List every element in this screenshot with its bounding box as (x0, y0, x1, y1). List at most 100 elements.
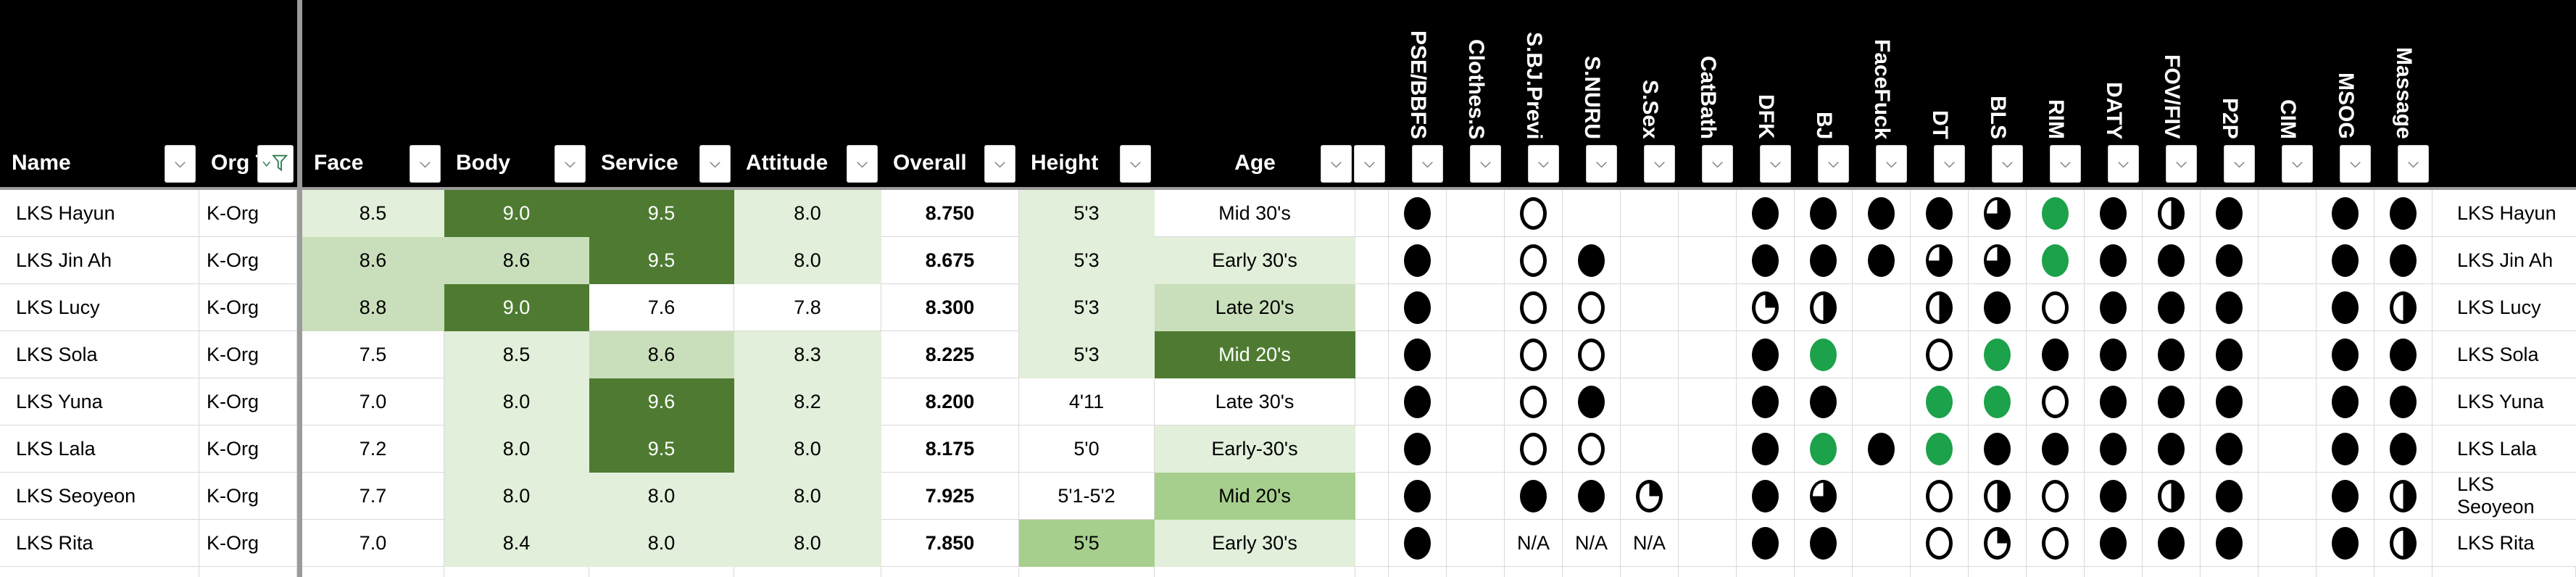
cell-massage[interactable] (2375, 237, 2432, 284)
cell-bls[interactable] (1969, 190, 2027, 237)
cell-service[interactable]: 8.6 (589, 331, 734, 378)
cell-s_sex[interactable] (1621, 378, 1679, 426)
cell-height[interactable]: 5'3 (1019, 237, 1155, 284)
cell-height[interactable]: 5'5 (1019, 520, 1155, 567)
cell-overall[interactable]: 8.200 (881, 378, 1019, 426)
cell-name[interactable]: LKS Sola (0, 331, 199, 378)
filter-dropdown[interactable] (1934, 145, 1965, 183)
cell-pse_bbfs[interactable] (1389, 284, 1447, 331)
cell-face[interactable]: 7.0 (302, 520, 444, 567)
cell-bls[interactable] (1969, 237, 2027, 284)
cell-body[interactable]: 8.0 (444, 426, 589, 473)
cell-s_sex[interactable] (1621, 237, 1679, 284)
cell-catbath[interactable] (1679, 237, 1737, 284)
cell-massage[interactable] (2375, 520, 2432, 567)
cell-massage[interactable] (2375, 473, 2432, 520)
cell-fov_fiv[interactable] (2143, 284, 2201, 331)
cell-pse_bbfs[interactable] (1389, 473, 1447, 520)
filter-dropdown[interactable] (2108, 145, 2139, 183)
cell-cim[interactable] (2259, 426, 2317, 473)
cell-p2p[interactable] (2201, 237, 2259, 284)
cell-s_sex[interactable] (1621, 473, 1679, 520)
column-header-pse_bbfs[interactable]: PSE/BBFS (1389, 0, 1447, 187)
cell-facefuck[interactable] (1853, 520, 1911, 567)
cell-age[interactable]: Mid 20's (1155, 473, 1355, 520)
cell-clothes_s[interactable] (1447, 331, 1505, 378)
cell-dt[interactable] (1911, 284, 1969, 331)
column-header-s_sex[interactable]: S.Sex (1621, 0, 1679, 187)
cell-cim[interactable] (2259, 473, 2317, 520)
cell-s_sex[interactable] (1621, 284, 1679, 331)
cell-name-right[interactable]: LKS Hayun (2432, 190, 2576, 237)
cell-service[interactable]: 9.5 (589, 190, 734, 237)
cell-body[interactable]: 9.0 (444, 190, 589, 237)
column-header-attitude[interactable]: Attitude (734, 0, 881, 187)
cell-overall[interactable]: 8.750 (881, 190, 1019, 237)
cell-face[interactable]: 7.0 (302, 378, 444, 426)
cell-s_bj_previ[interactable] (1505, 378, 1563, 426)
cell-overall[interactable]: 7.925 (881, 473, 1019, 520)
filter-dropdown[interactable] (2224, 145, 2255, 183)
cell-massage[interactable] (2375, 331, 2432, 378)
cell-p2p[interactable] (2201, 331, 2259, 378)
cell-service[interactable]: 9.6 (589, 378, 734, 426)
column-header-service[interactable]: Service (589, 0, 734, 187)
column-header-catbath[interactable]: CatBath (1679, 0, 1737, 187)
cell-name-right[interactable]: LKS Lucy (2432, 284, 2576, 331)
cell-facefuck[interactable] (1853, 473, 1911, 520)
cell-s_nuru[interactable] (1563, 284, 1621, 331)
filter-dropdown[interactable] (1818, 145, 1849, 183)
cell-bj[interactable] (1795, 426, 1853, 473)
cell-rim[interactable] (2027, 331, 2085, 378)
filter-dropdown[interactable] (165, 145, 196, 183)
column-header-bj[interactable]: BJ (1795, 0, 1853, 187)
cell-dfk[interactable] (1737, 331, 1795, 378)
cell-org-type[interactable]: K-Org (199, 331, 297, 378)
filter-dropdown[interactable] (1702, 145, 1733, 183)
column-header-org[interactable]: Org T (199, 0, 297, 187)
cell-msog[interactable] (2317, 331, 2375, 378)
filter-dropdown[interactable] (847, 145, 878, 183)
cell-body[interactable]: 8.5 (444, 331, 589, 378)
filter-dropdown[interactable] (1992, 145, 2023, 183)
cell-msog[interactable] (2317, 520, 2375, 567)
cell-age[interactable]: Early 30's (1155, 520, 1355, 567)
cell-bj[interactable] (1795, 284, 1853, 331)
cell-facefuck[interactable] (1853, 284, 1911, 331)
cell-s_bj_previ[interactable] (1505, 190, 1563, 237)
cell-service[interactable]: 7.6 (589, 284, 734, 331)
filter-dropdown[interactable] (1644, 145, 1675, 183)
cell-daty[interactable] (2085, 237, 2143, 284)
column-header-height[interactable]: Height (1019, 0, 1155, 187)
filter-dropdown[interactable] (410, 145, 441, 183)
cell-dfk[interactable] (1737, 190, 1795, 237)
cell-dfk[interactable] (1737, 237, 1795, 284)
cell-name-right[interactable]: LKS Jin Ah (2432, 237, 2576, 284)
cell-bls[interactable] (1969, 473, 2027, 520)
cell-attitude[interactable]: 8.3 (734, 331, 881, 378)
filter-dropdown[interactable] (1528, 145, 1559, 183)
cell-service[interactable]: 8.0 (589, 520, 734, 567)
cell-s_nuru[interactable] (1563, 237, 1621, 284)
filter-dropdown[interactable] (2050, 145, 2081, 183)
cell-attitude[interactable]: 7.8 (734, 284, 881, 331)
cell-org-type[interactable]: K-Org (199, 520, 297, 567)
cell-bls[interactable] (1969, 331, 2027, 378)
cell-height[interactable]: 5'0 (1019, 426, 1155, 473)
cell-s_sex[interactable] (1621, 426, 1679, 473)
filter-dropdown[interactable] (554, 145, 586, 183)
cell-dt[interactable] (1911, 378, 1969, 426)
filter-dropdown[interactable] (1354, 145, 1385, 183)
filter-dropdown[interactable] (984, 145, 1015, 183)
cell-name-right[interactable]: LKS Sola (2432, 331, 2576, 378)
filter-dropdown-active[interactable] (257, 145, 294, 183)
cell-age[interactable]: Mid 20's (1155, 331, 1355, 378)
cell-clothes_s[interactable] (1447, 426, 1505, 473)
filter-dropdown[interactable] (2282, 145, 2313, 183)
column-header-clothes_s[interactable]: Clothes.S (1447, 0, 1505, 187)
cell-facefuck[interactable] (1853, 378, 1911, 426)
cell-spacer[interactable] (1355, 473, 1389, 520)
cell-name[interactable]: LKS Yuna (0, 378, 199, 426)
cell-clothes_s[interactable] (1447, 237, 1505, 284)
cell-service[interactable]: 9.5 (589, 426, 734, 473)
